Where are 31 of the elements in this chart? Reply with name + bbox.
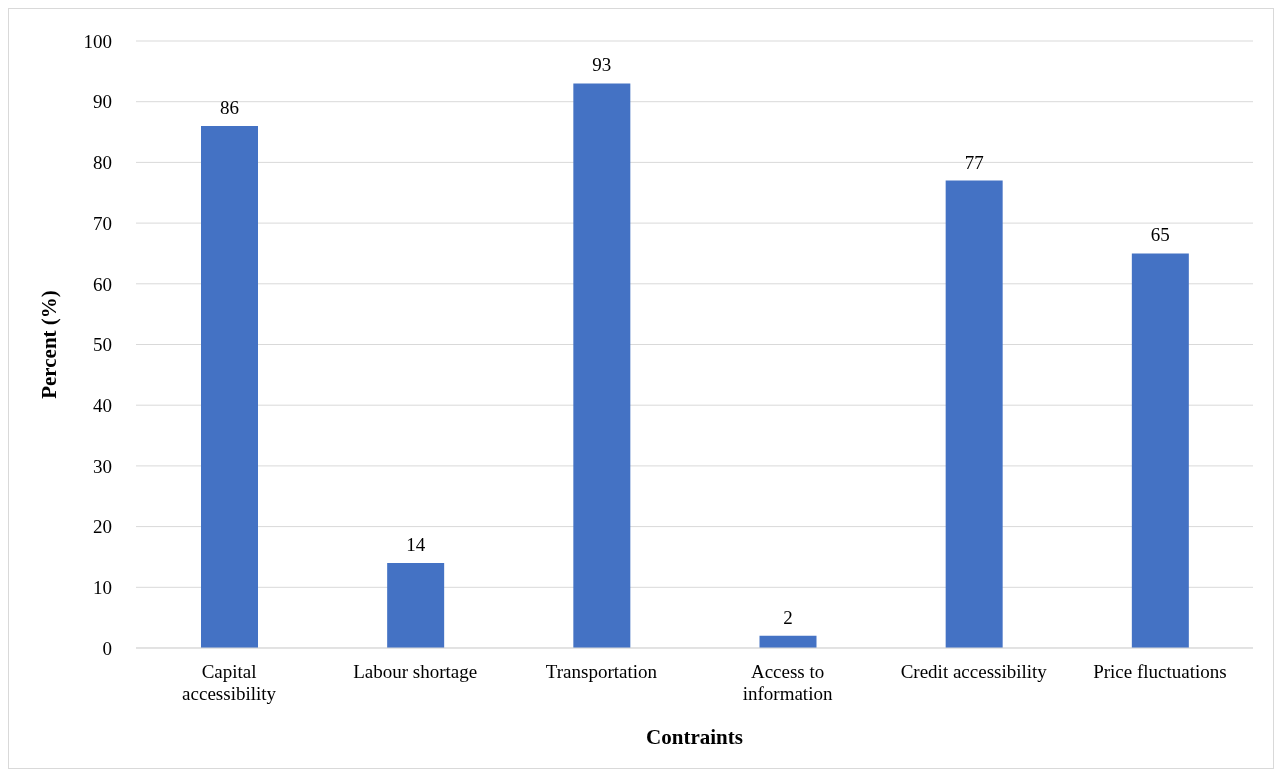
bar — [573, 83, 631, 648]
bar — [387, 563, 445, 648]
y-tick-label: 40 — [93, 394, 112, 416]
y-tick-label: 100 — [83, 30, 112, 52]
y-tick-label: 50 — [93, 334, 112, 356]
y-tick-label: 80 — [93, 152, 112, 174]
data-label: 86 — [220, 96, 239, 118]
data-label: 2 — [783, 606, 793, 628]
y-axis-title: Percent (%) — [37, 290, 62, 399]
data-label: 65 — [1150, 224, 1170, 246]
x-tick-label: Access to information — [742, 661, 833, 704]
x-tick-label: Credit accessibility — [900, 661, 1048, 682]
data-label: 93 — [592, 54, 612, 76]
y-tick-label: 70 — [93, 212, 112, 234]
x-tick-label: Labour shortage — [353, 661, 478, 682]
y-tick-label: 20 — [93, 516, 112, 538]
x-tick-label: Price fluctuations — [1093, 661, 1227, 682]
y-tick-label: 30 — [93, 455, 112, 477]
bar — [1131, 253, 1189, 648]
y-tick-label: 0 — [102, 637, 112, 659]
bar — [945, 180, 1003, 648]
y-tick-label: 10 — [93, 577, 112, 599]
bar — [201, 125, 258, 648]
x-tick-label: Capital accessibility — [182, 661, 277, 704]
x-axis-title: Contraints — [646, 725, 743, 749]
y-tick-label: 90 — [93, 91, 112, 113]
x-tick-label: Transportation — [545, 661, 658, 682]
y-tick-label: 60 — [93, 273, 112, 295]
data-label: 14 — [406, 534, 426, 556]
data-label: 77 — [964, 151, 984, 173]
bar — [759, 635, 817, 648]
